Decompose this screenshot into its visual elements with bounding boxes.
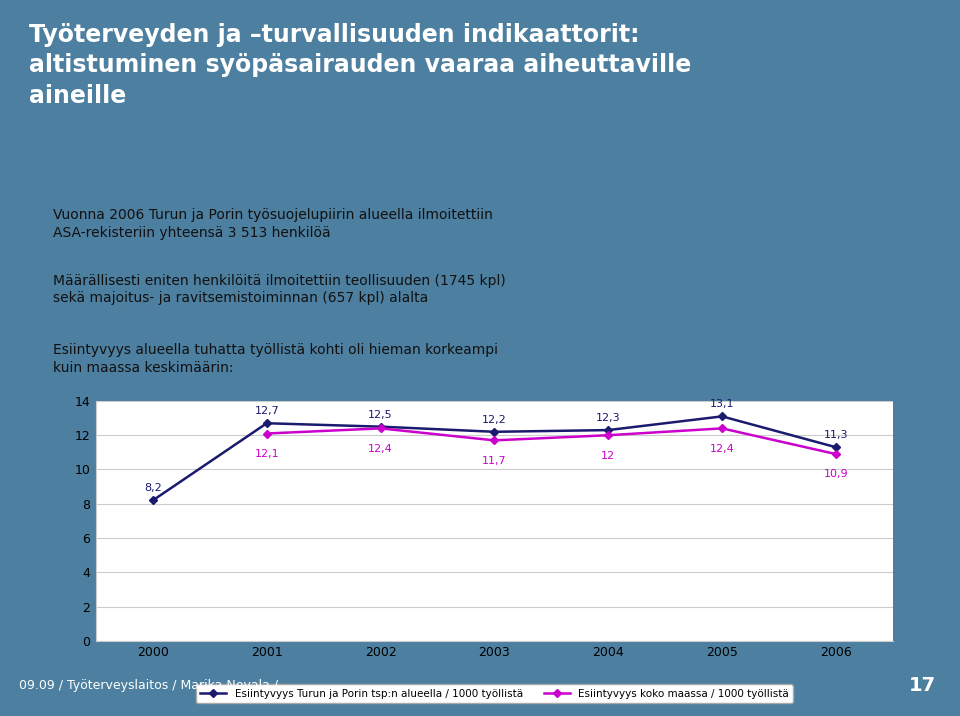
Text: 12,2: 12,2 (482, 415, 507, 425)
Text: 12,4: 12,4 (369, 444, 393, 454)
Text: •: • (24, 344, 36, 362)
Text: Esiintyvyys alueella tuhatta työllistä kohti oli hieman korkeampi
kuin maassa ke: Esiintyvyys alueella tuhatta työllistä k… (53, 344, 498, 375)
Text: 12,4: 12,4 (709, 444, 734, 454)
Legend: Esiintyvyys Turun ja Porin tsp:n alueella / 1000 työllistä, Esiintyvyys koko maa: Esiintyvyys Turun ja Porin tsp:n alueell… (196, 684, 793, 703)
Text: Vuonna 2006 Turun ja Porin työsuojelupiirin alueella ilmoitettiin
ASA-rekisterii: Vuonna 2006 Turun ja Porin työsuojelupii… (53, 208, 492, 240)
Text: Työterveyden ja –turvallisuuden indikaattorit:
altistuminen syöpäsairauden vaara: Työterveyden ja –turvallisuuden indikaat… (29, 23, 691, 108)
Text: 10,9: 10,9 (824, 470, 849, 479)
Text: •: • (24, 208, 36, 226)
Text: 17: 17 (909, 676, 936, 695)
Text: 11,3: 11,3 (824, 430, 848, 440)
Text: 12: 12 (601, 450, 615, 460)
Text: 12,3: 12,3 (596, 413, 620, 423)
Text: 12,1: 12,1 (254, 449, 279, 459)
Text: 12,5: 12,5 (369, 410, 393, 420)
Text: 09.09 / Työterveyslaitos / Marika Nevala /: 09.09 / Työterveyslaitos / Marika Nevala… (19, 679, 278, 692)
Text: Määrällisesti eniten henkilöitä ilmoitettiin teollisuuden (1745 kpl)
sekä majoit: Määrällisesti eniten henkilöitä ilmoitet… (53, 274, 506, 305)
Text: •: • (24, 274, 36, 291)
Text: 11,7: 11,7 (482, 455, 507, 465)
Text: 8,2: 8,2 (144, 483, 162, 493)
Text: 12,7: 12,7 (254, 406, 279, 416)
Text: 13,1: 13,1 (709, 400, 734, 410)
